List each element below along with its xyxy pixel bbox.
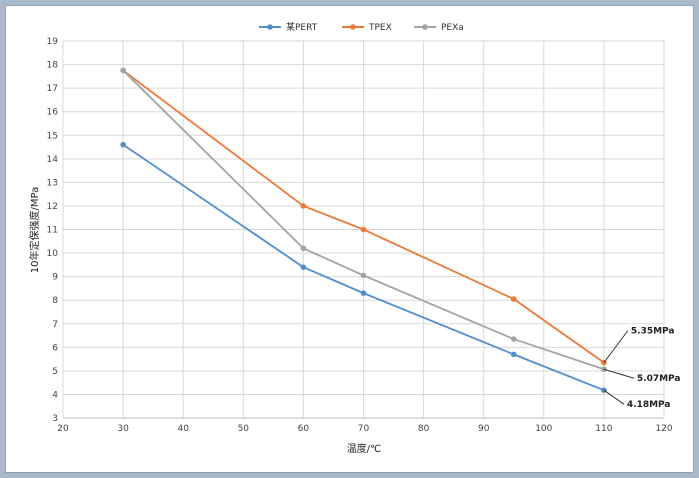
- annotation-leader: [603, 368, 635, 379]
- x-tick-label: 40: [177, 424, 189, 434]
- chart-frame: [5, 5, 694, 473]
- data-point: [360, 290, 367, 296]
- y-tick-label: 13: [47, 178, 58, 188]
- data-point: [510, 351, 517, 358]
- x-tick-label: 70: [358, 424, 370, 434]
- y-tick-label: 19: [47, 37, 59, 47]
- legend: 某PERT TPEX PEXa: [259, 22, 464, 33]
- y-tick-label: 12: [47, 202, 58, 212]
- legend-marker: [422, 24, 428, 30]
- legend-label: PEXa: [441, 23, 464, 33]
- annotation-label: 4.18MPa: [627, 400, 671, 410]
- data-point: [300, 245, 307, 252]
- y-tick-label: 18: [47, 61, 59, 71]
- data-point: [300, 264, 307, 271]
- legend-marker: [350, 24, 356, 30]
- y-tick-label: 10: [47, 249, 59, 259]
- x-tick-label: 60: [298, 424, 310, 434]
- y-tick-label: 14: [47, 155, 59, 165]
- series-lines: [120, 67, 607, 393]
- x-tick-label: 30: [117, 424, 129, 434]
- data-point: [510, 336, 517, 342]
- data-point: [120, 141, 126, 148]
- annotation-label: 5.07MPa: [637, 374, 681, 384]
- x-tick-label: 120: [655, 424, 672, 434]
- x-axis-label: 温度/℃: [347, 442, 382, 455]
- y-tick-label: 5: [52, 367, 58, 377]
- annotation-label: 5.35MPa: [631, 327, 675, 337]
- y-tick-label: 3: [52, 414, 58, 424]
- y-axis-label: 10年定保强度/MPa: [28, 187, 41, 273]
- data-point: [300, 203, 307, 209]
- y-tick-label: 16: [47, 108, 59, 118]
- y-tick-label: 11: [47, 226, 58, 236]
- y-tick-label: 15: [47, 131, 58, 141]
- legend-label: TPEX: [368, 23, 392, 33]
- y-tick-label: 7: [52, 320, 58, 330]
- y-tick-label: 17: [47, 84, 58, 94]
- x-tick-label: 100: [535, 424, 552, 434]
- x-tick-label: 90: [478, 424, 490, 434]
- data-point: [360, 272, 367, 279]
- y-tick-label: 8: [52, 296, 58, 306]
- y-tick-label: 6: [52, 343, 58, 353]
- x-tick-label: 110: [595, 424, 612, 434]
- x-tick-label: 80: [418, 424, 430, 434]
- x-tick-label: 50: [238, 424, 250, 434]
- legend-label: 某PERT: [286, 22, 318, 33]
- y-tick-label: 9: [52, 273, 58, 283]
- legend-marker: [267, 24, 273, 30]
- annotation-leader: [603, 389, 625, 405]
- data-point: [510, 296, 517, 302]
- x-tick-label: 20: [57, 424, 69, 434]
- axes: 3 4 5 6 7 8 9 10 11 12 13 14 15 16 17 18 19 20 30 40 50 60 70 8…: [47, 37, 673, 434]
- data-point: [360, 226, 367, 233]
- data-point: [120, 67, 126, 74]
- annotations: 5.35MPa 5.07MPa 4.18MPa: [603, 327, 681, 410]
- annotation-leader: [603, 330, 629, 363]
- y-tick-label: 4: [52, 390, 58, 400]
